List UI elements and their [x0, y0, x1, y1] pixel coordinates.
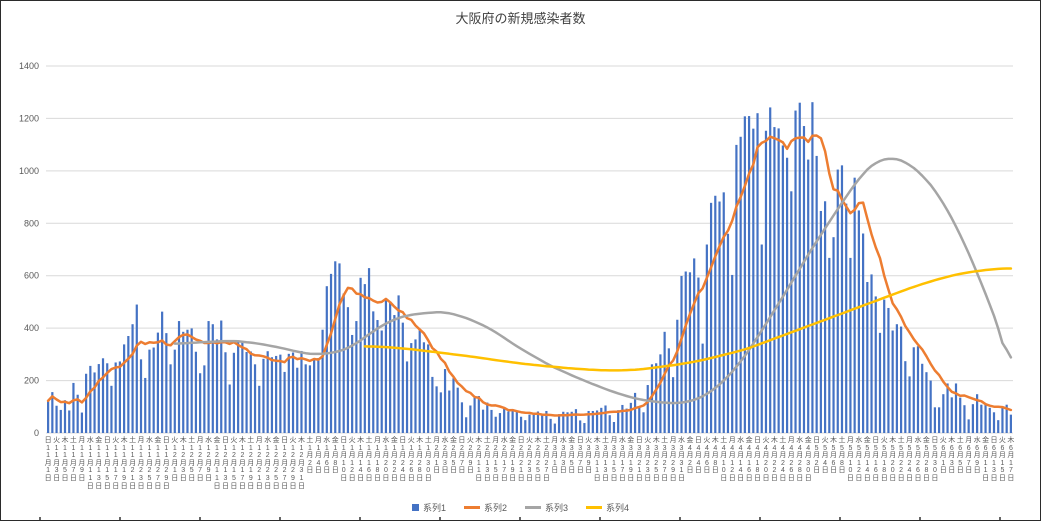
y-tick-label: 0 — [34, 428, 39, 438]
chart-legend: 系列1 系列2 系列3 系列4 — [1, 501, 1040, 514]
line-series3[interactable] — [173, 157, 1013, 405]
bars-series1[interactable] — [47, 102, 1012, 434]
legend-item-series4[interactable]: 系列4 — [586, 501, 629, 514]
legend-label-series4: 系列4 — [606, 503, 630, 513]
series1-bar-swatch — [411, 504, 419, 511]
y-tick-label: 400 — [24, 323, 39, 333]
series4-line-swatch — [586, 506, 603, 509]
y-tick-label: 800 — [24, 218, 39, 228]
legend-label-series1: 系列1 — [422, 503, 446, 513]
legend-label-series2: 系列2 — [483, 503, 507, 513]
y-tick-label: 1200 — [19, 113, 39, 123]
line-series4[interactable] — [363, 267, 1013, 372]
y-tick-label: 1000 — [19, 166, 39, 176]
legend-item-series2[interactable]: 系列2 — [463, 501, 507, 514]
series3-line-swatch — [525, 506, 541, 509]
series2-line-swatch — [463, 506, 480, 509]
chart-title: 大阪府の新規感染者数 — [455, 11, 586, 26]
legend-item-series3[interactable]: 系列3 — [525, 501, 568, 514]
legend-label-series3: 系列3 — [545, 503, 569, 513]
y-tick-label: 200 — [24, 376, 39, 386]
y-tick-label: 600 — [24, 271, 39, 281]
legend-item-series1[interactable]: 系列1 — [411, 501, 446, 514]
y-tick-label: 1400 — [19, 61, 39, 71]
spreadsheet-column-ticks — [39, 517, 1040, 520]
